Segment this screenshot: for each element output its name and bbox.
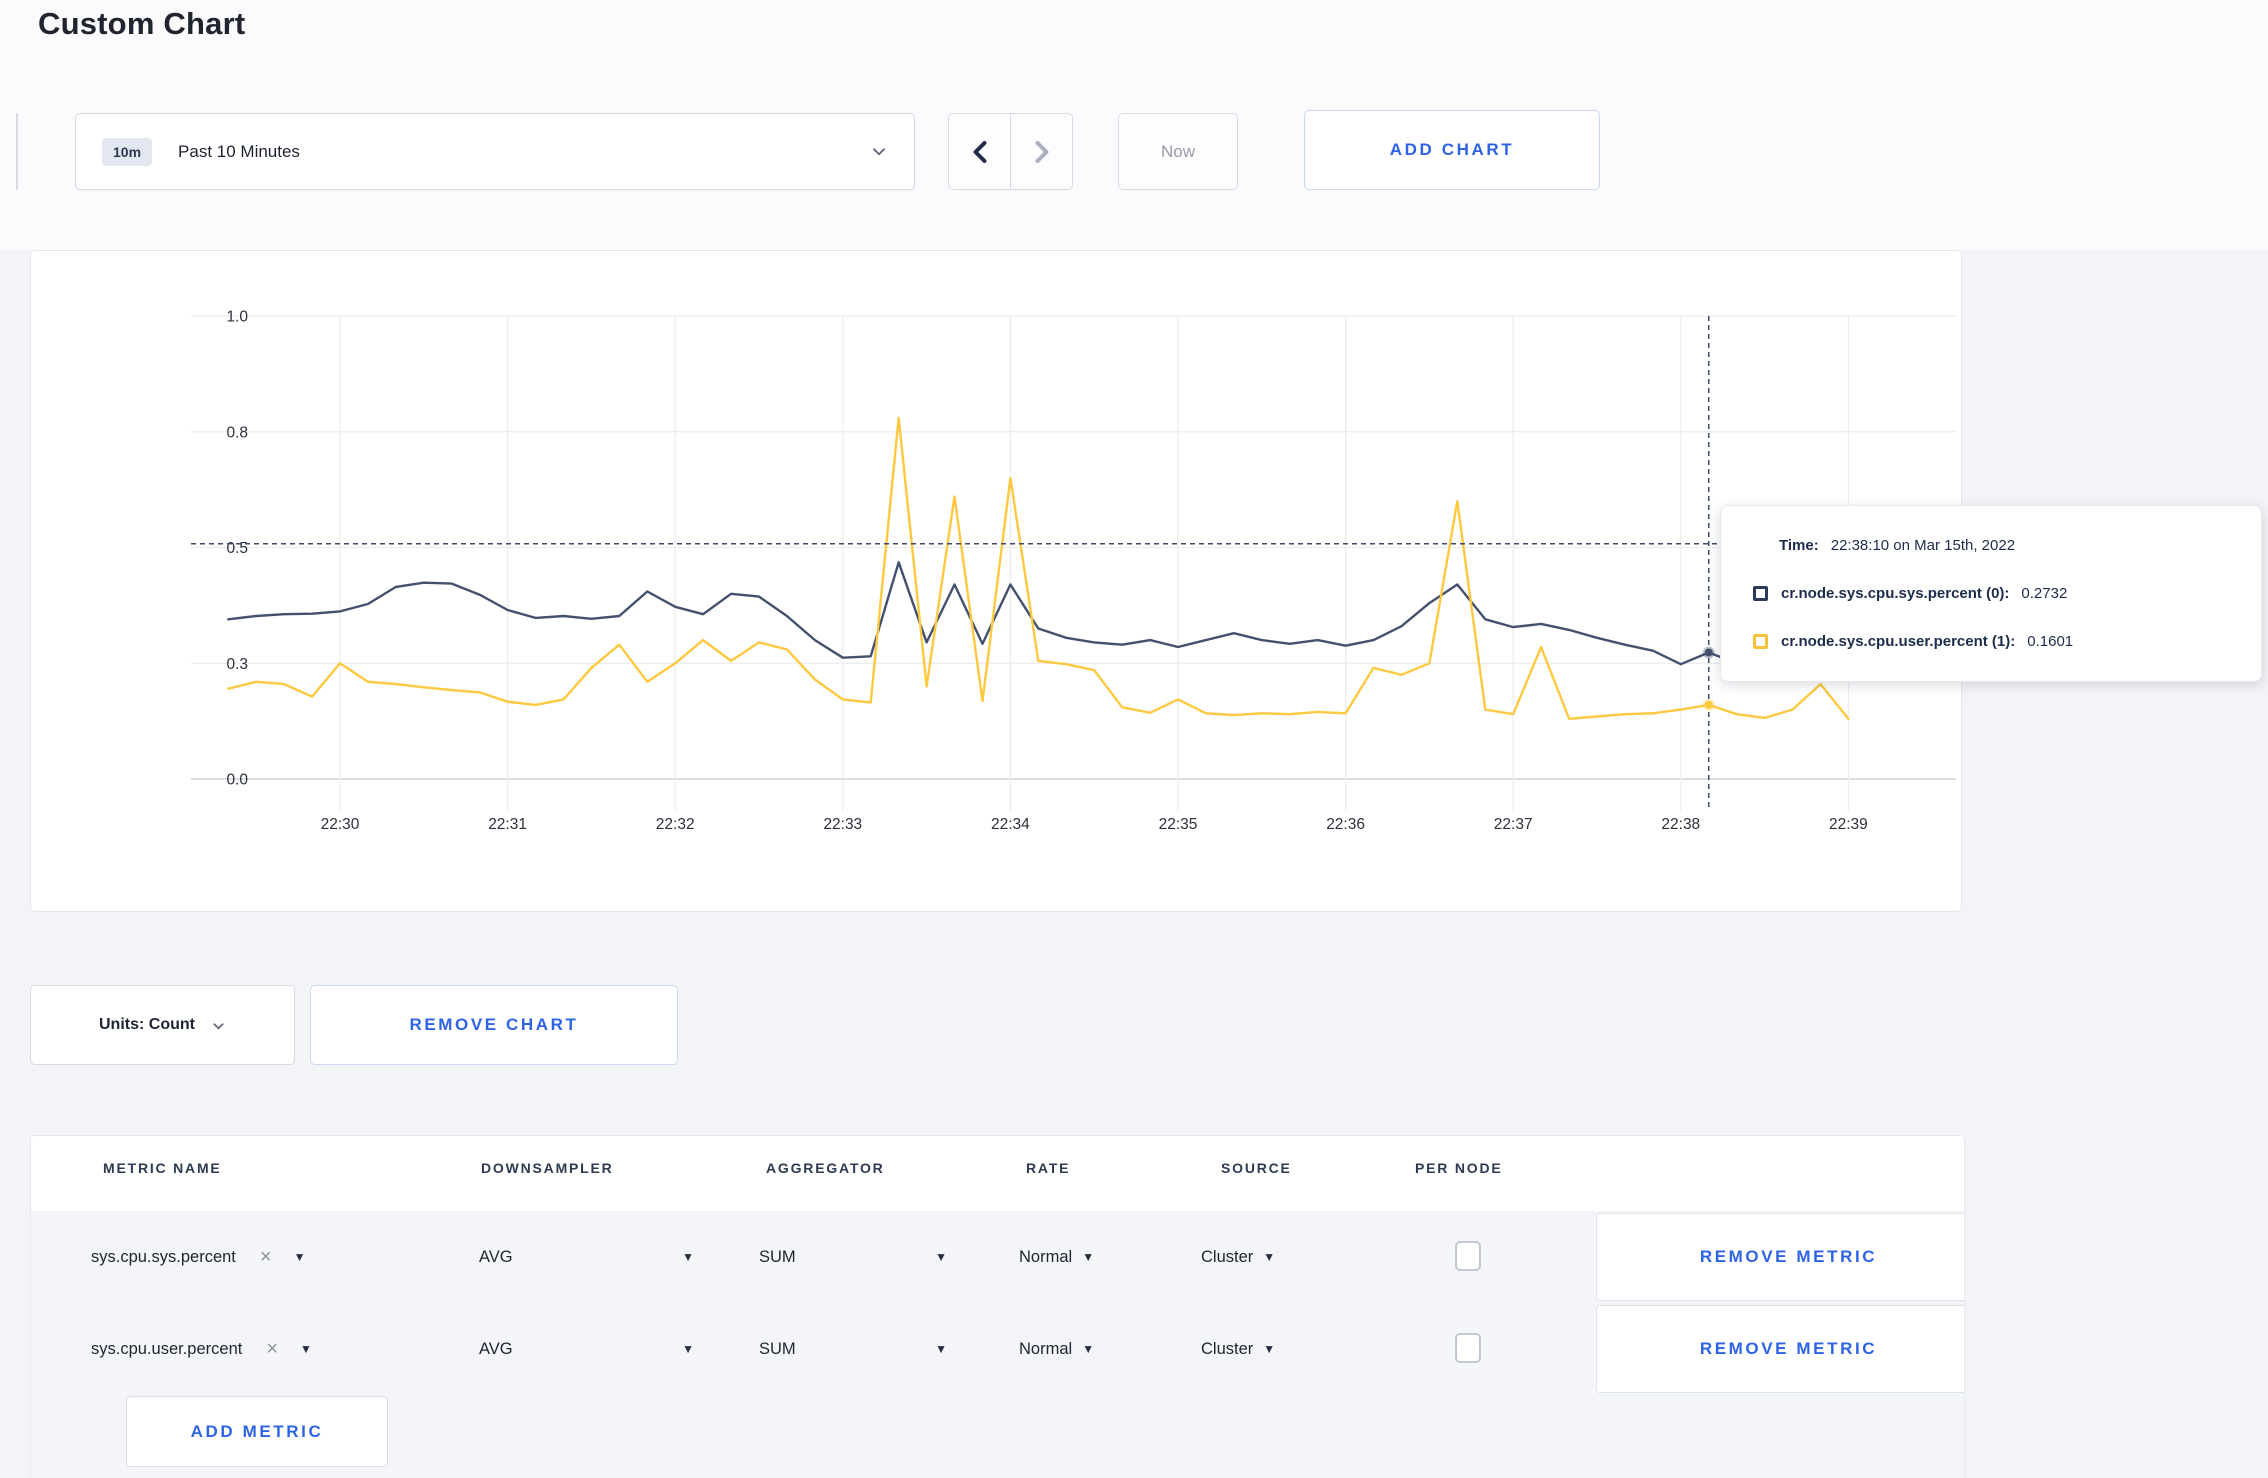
caret-down-icon: ▼ xyxy=(1082,1250,1095,1264)
downsampler-value: AVG xyxy=(479,1247,513,1266)
chart-tooltip: Time: 22:38:10 on Mar 15th, 2022 cr.node… xyxy=(1720,505,2262,682)
header-per-node: PER NODE xyxy=(1415,1160,1503,1176)
metrics-table-header: METRIC NAME DOWNSAMPLER AGGREGATOR RATE … xyxy=(31,1136,1964,1211)
chevron-left-icon xyxy=(973,140,986,163)
hover-point xyxy=(1704,648,1713,657)
metric-row: sys.cpu.user.percent × ▼ AVG ▼ SUM ▼ Nor… xyxy=(31,1303,1964,1395)
x-tick-label: 22:31 xyxy=(488,816,527,833)
units-label: Units: Count xyxy=(99,1016,195,1033)
x-tick-label: 22:37 xyxy=(1494,816,1533,833)
now-button[interactable]: Now xyxy=(1118,113,1238,190)
per-node-checkbox[interactable] xyxy=(1455,1241,1481,1271)
x-tick-label: 22:35 xyxy=(1159,816,1198,833)
caret-down-icon[interactable]: ▼ xyxy=(300,1342,312,1356)
series-swatch-sys-icon xyxy=(1753,585,1768,601)
metric-name-value: sys.cpu.sys.percent xyxy=(91,1247,236,1266)
time-range-badge: 10m xyxy=(102,137,153,166)
chevron-down-icon xyxy=(211,1019,226,1034)
aggregator-dropdown[interactable]: SUM ▼ xyxy=(759,1211,947,1303)
tooltip-time-value: 22:38:10 on Mar 15th, 2022 xyxy=(1830,536,2016,554)
series-line-0 xyxy=(227,561,1850,666)
y-tick-label: 0.0 xyxy=(226,772,248,789)
caret-down-icon: ▼ xyxy=(1082,1342,1095,1356)
series-line-1 xyxy=(227,416,1850,720)
tooltip-series-value: 0.2732 xyxy=(2021,584,2068,602)
y-tick-label: 0.3 xyxy=(226,656,248,673)
x-tick-label: 22:39 xyxy=(1829,816,1868,833)
downsampler-value: AVG xyxy=(479,1339,513,1358)
header-source: SOURCE xyxy=(1221,1160,1292,1176)
time-range-label: Past 10 Minutes xyxy=(178,141,300,161)
downsampler-dropdown[interactable]: AVG ▼ xyxy=(479,1303,694,1395)
per-node-checkbox[interactable] xyxy=(1455,1333,1481,1363)
x-tick-label: 22:30 xyxy=(321,816,360,833)
header-rate: RATE xyxy=(1026,1160,1071,1176)
rate-dropdown[interactable]: Normal ▼ xyxy=(1019,1303,1094,1395)
page-title: Custom Chart xyxy=(38,6,246,41)
caret-down-icon: ▼ xyxy=(935,1250,947,1264)
chart-card: 1.0 0.8 0.5 0.3 0.0 22:30 22:31 22:32 22:33 22:34… xyxy=(30,250,1962,912)
rate-dropdown[interactable]: Normal ▼ xyxy=(1019,1211,1094,1303)
metric-name-dropdown[interactable]: sys.cpu.sys.percent × ▼ xyxy=(91,1211,305,1303)
chart-plot[interactable]: 1.0 0.8 0.5 0.3 0.0 22:30 22:31 22:32 22:33 22:34… xyxy=(31,251,1961,911)
header-metric-name: METRIC NAME xyxy=(103,1160,222,1176)
caret-down-icon[interactable]: ▼ xyxy=(293,1250,306,1264)
caret-down-icon: ▼ xyxy=(1263,1342,1276,1356)
x-tick-label: 22:38 xyxy=(1661,816,1700,833)
x-tick-label: 22:32 xyxy=(656,816,695,833)
source-dropdown[interactable]: Cluster ▼ xyxy=(1201,1303,1275,1395)
x-tick-label: 22:34 xyxy=(991,816,1030,833)
x-tick-label: 22:36 xyxy=(1326,816,1365,833)
remove-metric-button[interactable]: REMOVE METRIC xyxy=(1596,1213,1964,1301)
caret-down-icon: ▼ xyxy=(1263,1250,1276,1264)
metric-name-value: sys.cpu.user.percent xyxy=(91,1339,243,1358)
aggregator-value: SUM xyxy=(759,1339,796,1358)
chevron-down-icon xyxy=(870,143,888,161)
time-range-dropdown[interactable]: 10m Past 10 Minutes xyxy=(75,113,915,190)
aggregator-value: SUM xyxy=(759,1247,796,1266)
clear-metric-icon[interactable]: × xyxy=(259,1245,272,1268)
metric-row: sys.cpu.sys.percent × ▼ AVG ▼ SUM ▼ Norm… xyxy=(31,1211,1964,1303)
caret-down-icon: ▼ xyxy=(682,1342,694,1356)
remove-chart-button[interactable]: REMOVE CHART xyxy=(310,985,678,1065)
add-chart-button[interactable]: ADD CHART xyxy=(1304,110,1600,190)
caret-down-icon: ▼ xyxy=(935,1342,947,1356)
source-value: Cluster xyxy=(1201,1339,1254,1358)
toolbar-divider xyxy=(16,113,18,190)
clear-metric-icon[interactable]: × xyxy=(266,1337,279,1360)
source-value: Cluster xyxy=(1201,1247,1254,1266)
header-downsampler: DOWNSAMPLER xyxy=(481,1160,614,1176)
next-interval-button[interactable] xyxy=(1010,114,1072,189)
caret-down-icon: ▼ xyxy=(682,1250,694,1264)
rate-value: Normal xyxy=(1019,1247,1073,1266)
tooltip-series-value: 0.1601 xyxy=(2027,632,2074,650)
prev-interval-button[interactable] xyxy=(949,114,1010,189)
x-tick-label: 22:33 xyxy=(823,816,862,833)
metrics-table: METRIC NAME DOWNSAMPLER AGGREGATOR RATE … xyxy=(30,1135,1965,1478)
header-aggregator: AGGREGATOR xyxy=(766,1160,885,1176)
downsampler-dropdown[interactable]: AVG ▼ xyxy=(479,1211,694,1303)
tooltip-series-name: cr.node.sys.cpu.user.percent (1): xyxy=(1781,632,2016,650)
y-tick-label: 0.5 xyxy=(226,540,248,557)
add-metric-button[interactable]: ADD METRIC xyxy=(126,1396,388,1467)
chevron-right-icon xyxy=(1035,140,1048,163)
tooltip-series-name: cr.node.sys.cpu.sys.percent (0): xyxy=(1781,584,2010,602)
y-tick-label: 1.0 xyxy=(226,309,248,326)
remove-metric-button[interactable]: REMOVE METRIC xyxy=(1596,1305,1964,1393)
tooltip-time-label: Time: xyxy=(1779,536,1819,554)
series-swatch-user-icon xyxy=(1753,633,1768,649)
rate-value: Normal xyxy=(1019,1339,1073,1358)
y-tick-label: 0.8 xyxy=(226,424,248,441)
metric-name-dropdown[interactable]: sys.cpu.user.percent × ▼ xyxy=(91,1303,312,1395)
units-dropdown[interactable]: Units: Count xyxy=(30,985,295,1065)
time-pager xyxy=(948,113,1073,190)
hover-point xyxy=(1704,700,1713,709)
aggregator-dropdown[interactable]: SUM ▼ xyxy=(759,1303,947,1395)
source-dropdown[interactable]: Cluster ▼ xyxy=(1201,1211,1275,1303)
